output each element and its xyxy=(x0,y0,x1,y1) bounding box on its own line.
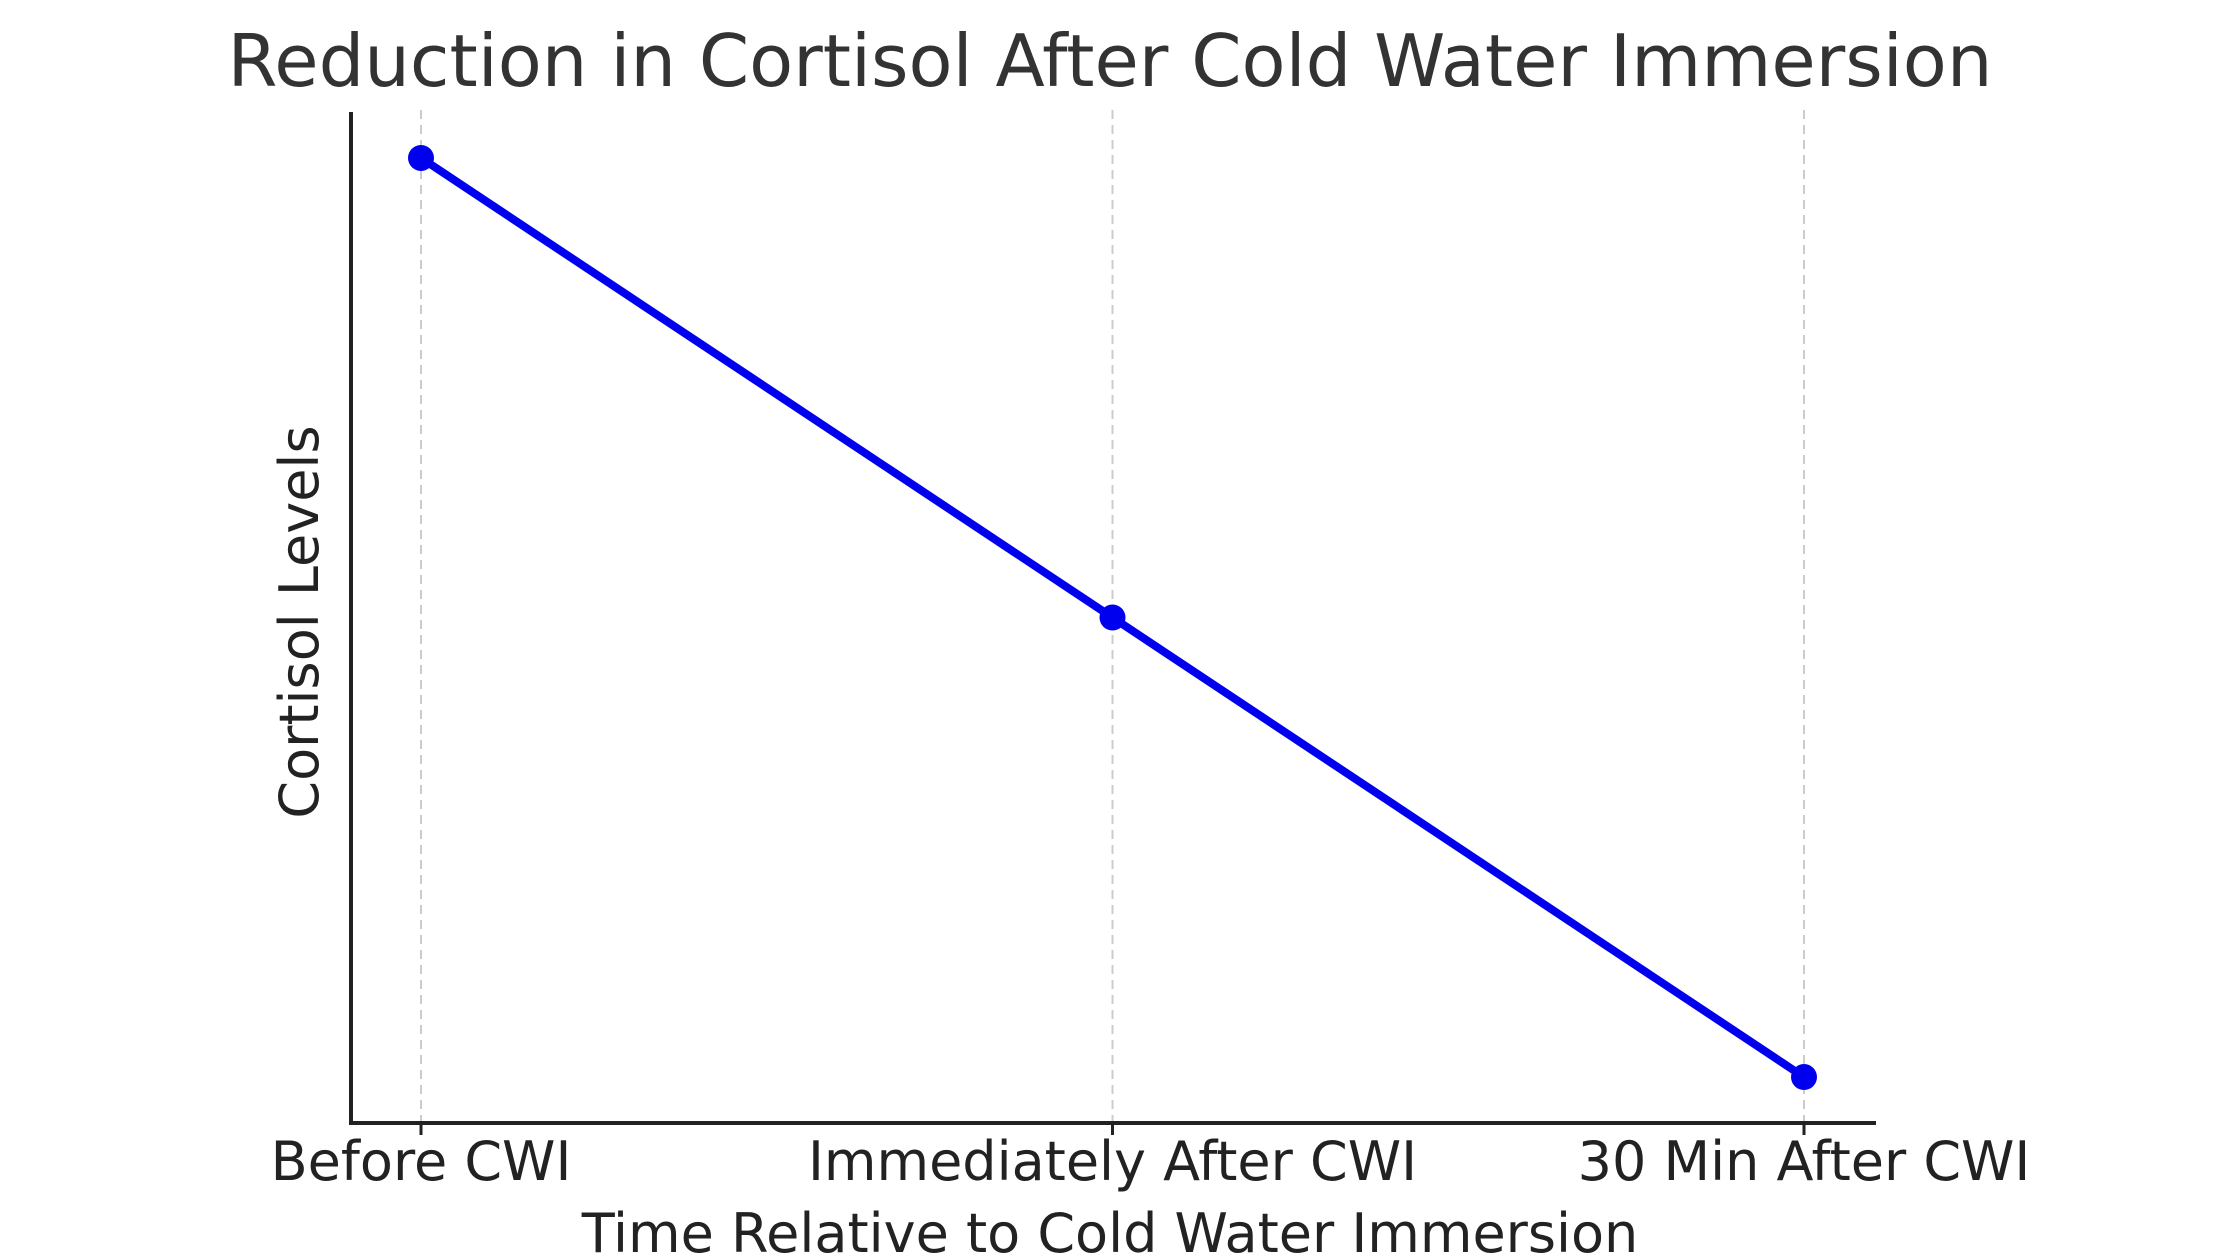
data-point xyxy=(408,144,434,171)
x-axis-ticks: Before CWI Immediately After CWI 30 Min Af… xyxy=(271,1123,2031,1193)
x-tick-label: Immediately After CWI xyxy=(808,1130,1417,1193)
data-point xyxy=(1791,1064,1817,1091)
x-tick-label: 30 Min After CWI xyxy=(1578,1130,2031,1193)
data-point xyxy=(1099,604,1126,631)
y-axis-label: Cortisol Levels xyxy=(268,425,331,818)
chart-title: Reduction in Cortisol After Cold Water I… xyxy=(228,19,1993,103)
x-tick-label: Before CWI xyxy=(271,1130,572,1193)
x-axis-label: Time Relative to Cold Water Immersion xyxy=(581,1202,1639,1260)
grid-lines xyxy=(420,110,1805,1123)
series-layer xyxy=(408,144,1817,1091)
